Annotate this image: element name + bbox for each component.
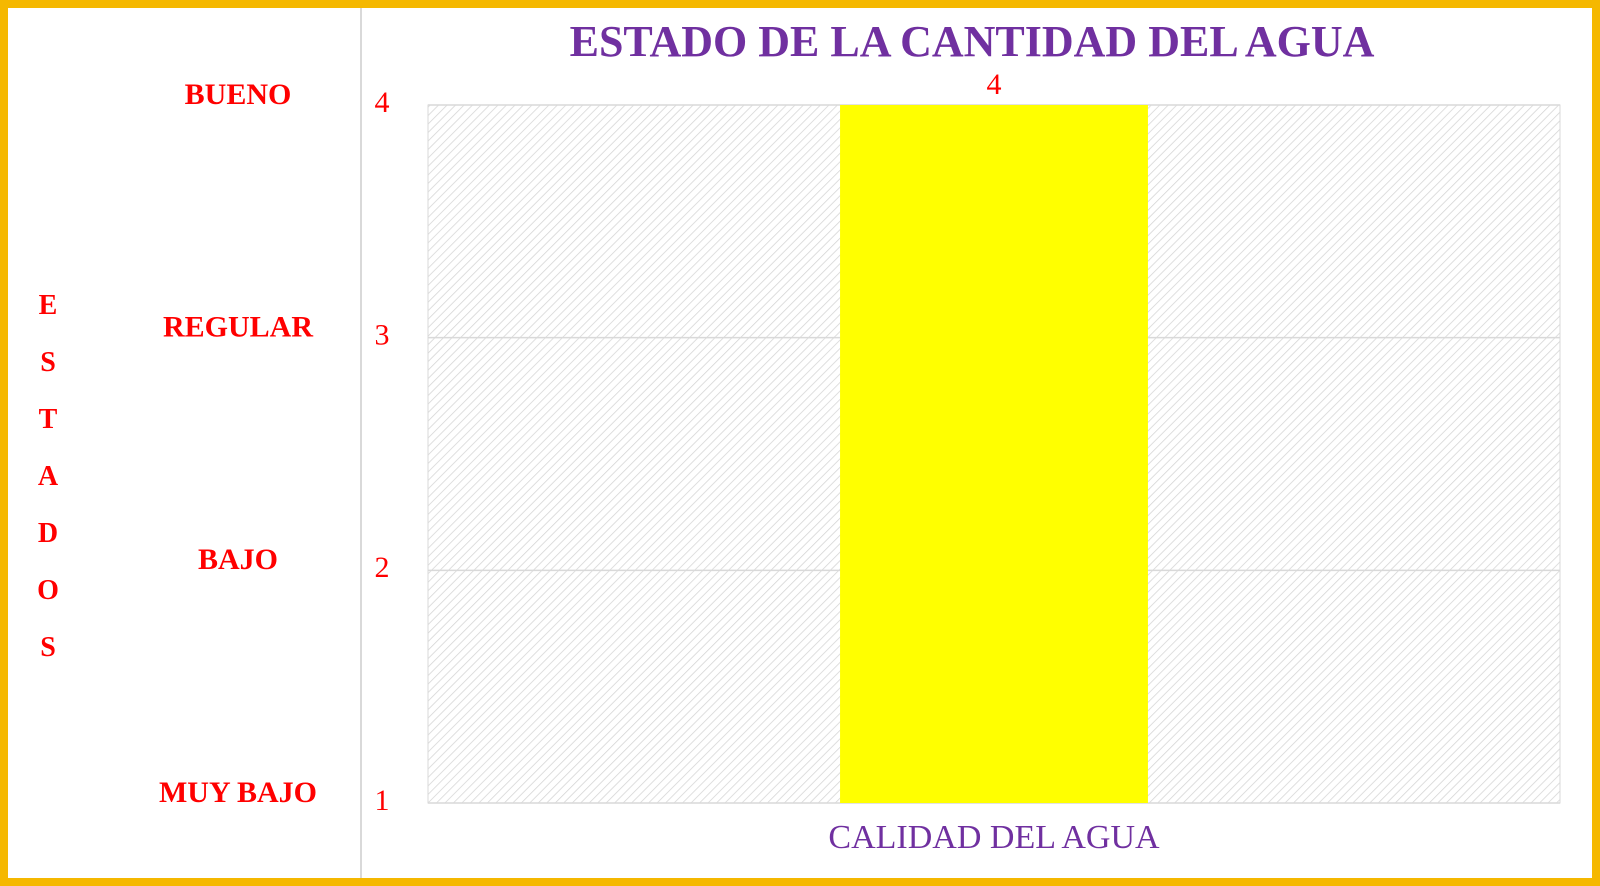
state-label: REGULAR — [163, 311, 313, 344]
state-label: BAJO — [198, 543, 278, 576]
y-tick-label: 4 — [375, 86, 390, 119]
y-tick-label: 1 — [375, 784, 390, 817]
y-axis-label: ESTADOS — [33, 290, 64, 689]
y-tick-label: 3 — [375, 319, 390, 352]
y-tick-label: 2 — [375, 551, 390, 584]
state-label: MUY BAJO — [159, 776, 317, 809]
data-label: 4 — [987, 68, 1002, 101]
x-tick-label: CALIDAD DEL AGUA — [828, 819, 1160, 856]
chart-title: ESTADO DE LA CANTIDAD DEL AGUA — [570, 17, 1375, 66]
bar — [840, 105, 1148, 803]
state-label: BUENO — [185, 78, 292, 111]
